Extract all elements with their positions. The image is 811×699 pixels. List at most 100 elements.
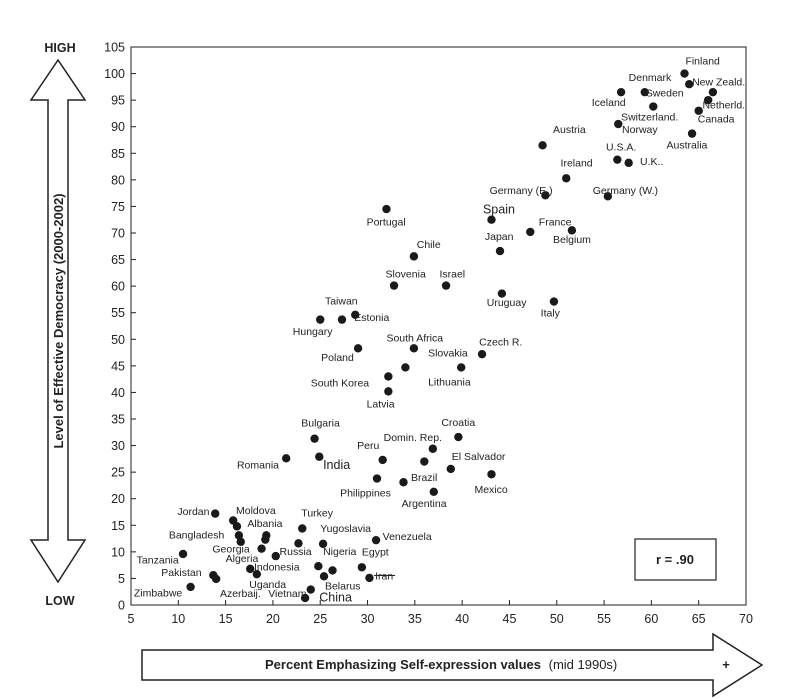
point-label: Germany (W.) — [593, 185, 658, 197]
data-point — [294, 539, 303, 548]
point-label: Czech R. — [479, 337, 522, 349]
data-point — [281, 454, 291, 463]
point-label: Argentina — [402, 498, 447, 510]
point-label: Slovenia — [386, 269, 426, 281]
point-label: Nigeria — [323, 546, 356, 558]
x-axis-title-suffix: (mid 1990s) — [549, 657, 618, 672]
x-tick-label: 20 — [266, 612, 280, 626]
point-label: Poland — [321, 352, 354, 364]
point-label: Ireland — [561, 158, 593, 170]
point-label: Tanzania — [137, 555, 179, 567]
data-point — [409, 344, 419, 353]
y-tick-label: 50 — [111, 333, 125, 347]
data-point — [614, 119, 623, 129]
data-point — [624, 158, 633, 168]
point-label: Georgia — [212, 543, 250, 555]
point-label: Australia — [667, 140, 708, 152]
point-label: Finland — [685, 56, 720, 68]
correlation-label: r = .90 — [656, 552, 694, 567]
data-point — [401, 363, 410, 372]
point-label: Albania — [247, 518, 282, 530]
data-point — [252, 569, 262, 579]
data-point — [429, 487, 438, 497]
point-label: Azerbaij. — [220, 588, 261, 600]
point-label: South Africa — [386, 332, 443, 344]
point-label: Iran — [375, 570, 393, 582]
data-point — [384, 372, 393, 381]
data-point — [487, 470, 496, 479]
point-label: Moldova — [236, 505, 276, 517]
data-point — [236, 537, 245, 546]
x-tick-label: 10 — [171, 612, 185, 626]
point-label: Japan — [485, 231, 514, 243]
data-point — [315, 452, 324, 461]
y-tick-label: 80 — [111, 173, 125, 187]
point-label: Austria — [553, 124, 586, 136]
y-tick-label: 35 — [111, 413, 125, 427]
point-label: Bangladesh — [169, 530, 225, 542]
data-point — [457, 363, 466, 372]
data-point — [371, 535, 381, 545]
point-label: Venezuela — [383, 531, 432, 543]
point-label: Italy — [541, 307, 561, 319]
correlation-box — [634, 538, 717, 581]
y-axis-ticks: 0 5 10 15 20 25 30 35 40 45 50 55 60 65 70 75 80 85 90 95 10… — [104, 41, 136, 613]
data-point — [640, 87, 649, 97]
y-tick-label: 70 — [111, 227, 125, 241]
y-tick-label: 25 — [111, 466, 125, 480]
data-point — [680, 69, 689, 78]
data-point — [454, 432, 463, 442]
data-point — [441, 281, 451, 290]
data-point — [703, 95, 713, 105]
y-tick-label: 45 — [111, 359, 125, 373]
y-axis-title: Level of Effective Democracy (2000-2002) — [51, 193, 66, 448]
data-point — [409, 252, 419, 261]
y-tick-label: 95 — [111, 94, 125, 108]
data-point — [246, 564, 255, 574]
point-label: Hungary — [293, 326, 333, 338]
point-label: Germany (E.) — [490, 185, 553, 197]
x-plus-label: + — [722, 657, 730, 672]
data-point — [378, 455, 387, 465]
data-point — [211, 509, 220, 518]
point-label: Domin. Rep. — [384, 432, 442, 444]
data-point — [420, 457, 429, 466]
y-tick-label: 40 — [111, 386, 125, 400]
point-label: India — [323, 458, 350, 472]
x-tick-label: 70 — [739, 612, 753, 626]
point-label: Denmark — [629, 72, 672, 84]
data-point — [613, 155, 622, 164]
point-label: Taiwan — [325, 296, 358, 308]
y-tick-label: 55 — [111, 306, 125, 320]
point-label: Spain — [483, 202, 515, 216]
y-direction-arrow — [29, 58, 87, 584]
point-label: Zimbabwe — [134, 587, 183, 599]
y-tick-label: 5 — [118, 572, 125, 586]
data-point — [549, 297, 559, 306]
point-label: Russia — [280, 546, 312, 558]
data-point — [298, 524, 307, 533]
point-label: Uganda — [249, 579, 286, 591]
y-tick-label: 0 — [118, 599, 125, 613]
x-tick-label: 25 — [313, 612, 327, 626]
x-tick-label: 35 — [408, 612, 422, 626]
data-point — [328, 566, 337, 575]
point-label: Belgium — [553, 234, 591, 246]
x-tick-label: 50 — [550, 612, 564, 626]
x-axis-title-main: Percent Emphasizing Self-expression valu… — [265, 657, 541, 672]
point-label: Croatia — [441, 417, 475, 429]
data-point — [257, 544, 266, 553]
data-point — [538, 141, 547, 150]
point-label: El Salvador — [452, 451, 506, 463]
point-label: New Zeald. — [692, 76, 745, 88]
point-label: France — [539, 217, 572, 229]
point-label: Slovakia — [428, 347, 468, 359]
point-label: Turkey — [301, 507, 333, 519]
data-point — [603, 192, 613, 201]
point-label: Algeria — [226, 553, 259, 565]
data-point — [487, 215, 496, 224]
x-tick-label: 65 — [692, 612, 706, 626]
y-low-label: LOW — [45, 594, 74, 608]
y-tick-label: 90 — [111, 120, 125, 134]
x-tick-label: 5 — [128, 612, 135, 626]
